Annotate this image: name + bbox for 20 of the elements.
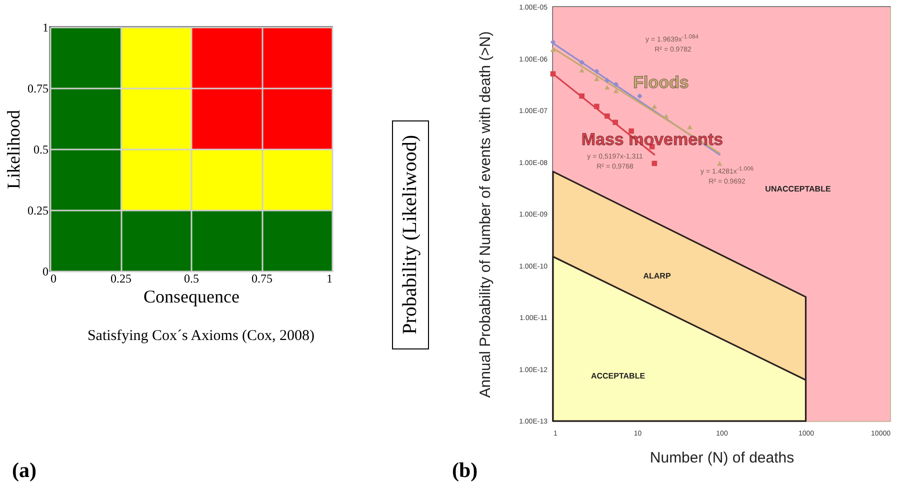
annotation: ALARP xyxy=(643,272,671,280)
x-axis-title: Number (N) of deaths xyxy=(650,450,794,466)
x-tick-label: 0.75 xyxy=(252,272,272,286)
text: Satisfying Cox´s Axioms (Cox, 2008) xyxy=(86,328,316,345)
annotation: ACCEPTABLE xyxy=(590,372,646,380)
text: Probability (Likeliwood) xyxy=(392,120,429,350)
y-axis-title: Annual Probability of Number of events with death (>N) xyxy=(477,31,494,398)
text: (a) xyxy=(12,458,36,483)
y-tick-label: 1 xyxy=(42,20,48,34)
x-tick-label: 0.5 xyxy=(184,272,199,286)
text: (b) xyxy=(452,458,478,483)
x-axis-title: Consequence xyxy=(144,286,240,306)
annotation: UNACCEPTABLE xyxy=(765,184,831,194)
y-tick-label: 0.75 xyxy=(28,82,48,96)
x-tick-label: 0.25 xyxy=(110,272,132,286)
y-axis-title: Likelihood xyxy=(4,110,24,189)
x-tick-label: 1 xyxy=(326,272,332,286)
y-tick-label: 0.25 xyxy=(28,204,48,218)
series-label: Floods xyxy=(633,72,689,92)
y-tick-label: 0.5 xyxy=(34,142,48,156)
